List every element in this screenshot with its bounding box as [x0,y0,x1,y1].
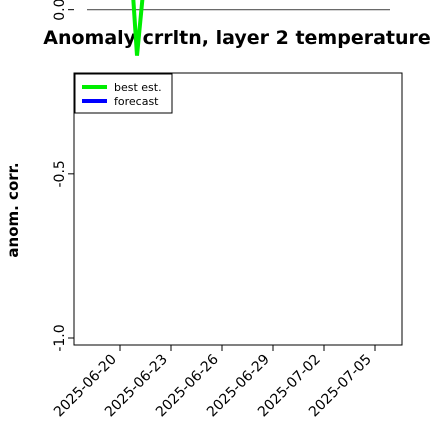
chart-title: Anomaly crrltn, layer 2 temperature [43,27,431,49]
y-tick-label: -1.0 [52,324,68,351]
legend-box [74,73,173,114]
legend: best est. forecast [74,73,173,114]
y-tick-label: 0.0 [52,0,68,21]
plot-frame [73,72,403,346]
legend-label-best-est: best est. [114,81,162,94]
y-tick-label: -0.5 [52,160,68,187]
marks-layer: -1.0-0.50.00.51.02025-06-202025-06-23202… [51,0,390,420]
legend-label-forecast: forecast [114,95,159,108]
y-axis-label: anom. corr. [4,162,22,257]
